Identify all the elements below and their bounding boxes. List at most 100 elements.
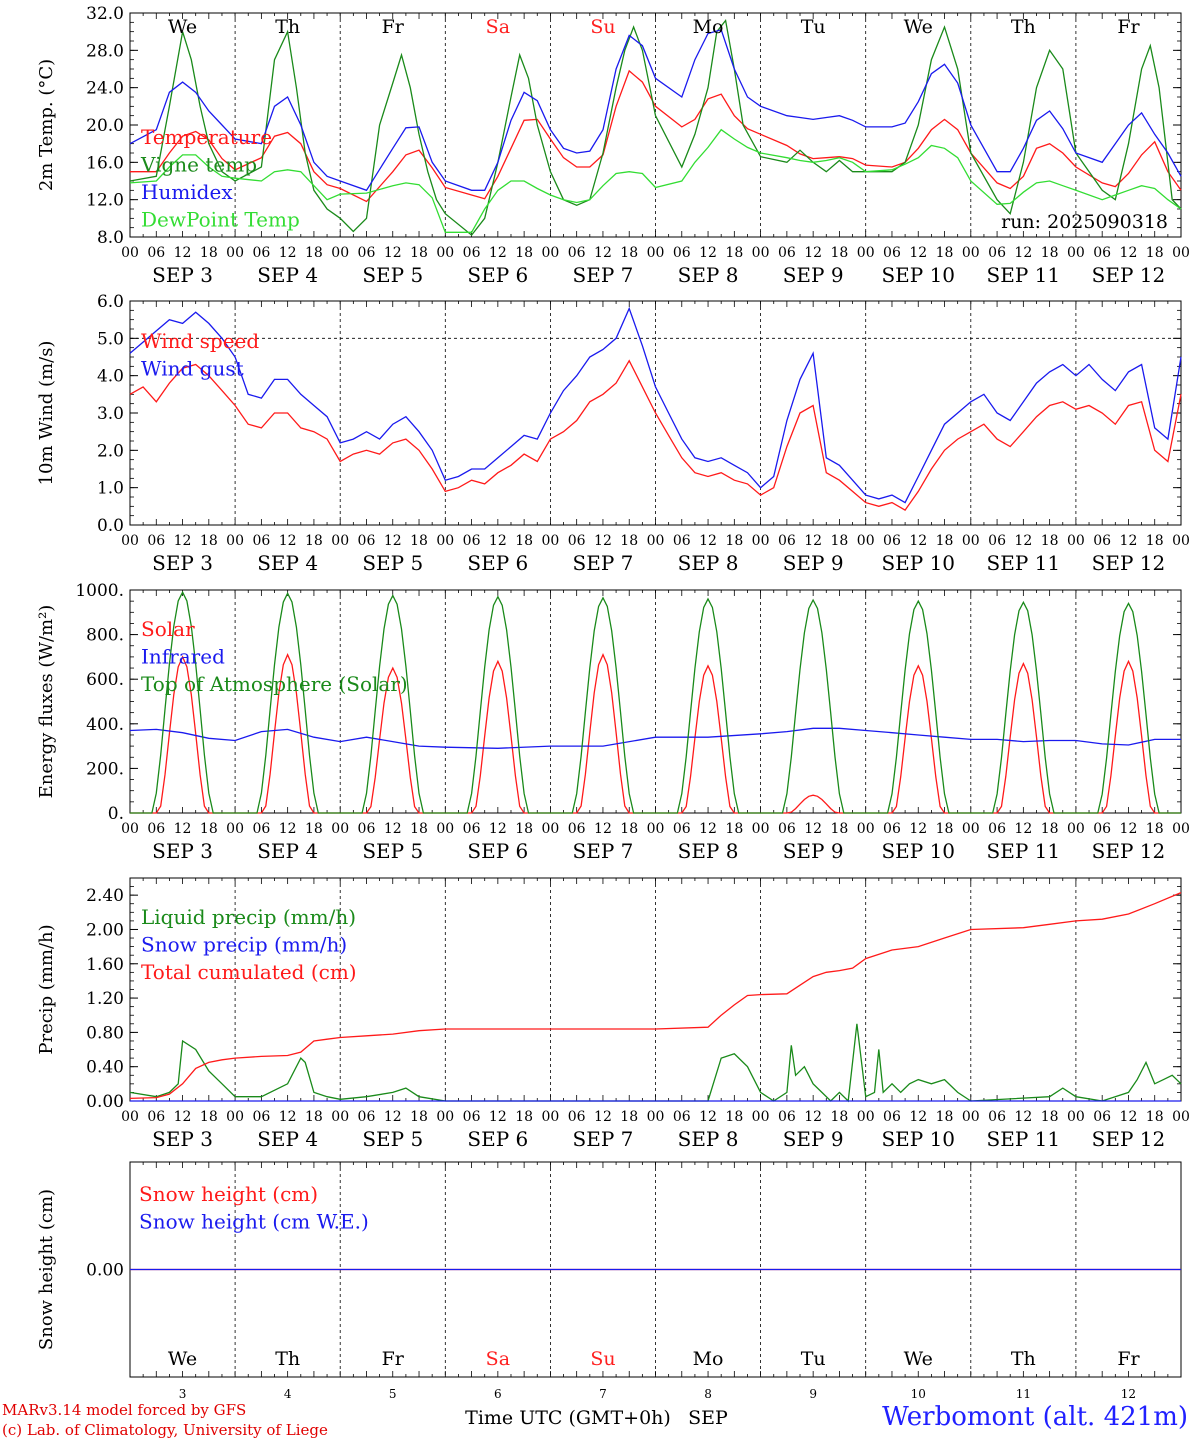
- hour-label: 12: [279, 245, 297, 261]
- day-number-label: 12: [1121, 1387, 1136, 1401]
- series-line-top-of-atmosphere-solar: [130, 590, 1181, 814]
- x-axis-title: Time UTC (GMT+0h): [465, 1407, 671, 1429]
- day-name-label: Mo: [693, 16, 724, 38]
- hour-label: 12: [594, 245, 612, 261]
- legend-entry: Humidex: [141, 180, 233, 204]
- hour-label: 18: [1041, 1109, 1059, 1125]
- day-name-label: Sa: [486, 1348, 510, 1370]
- hour-label: 06: [883, 533, 901, 549]
- date-label: SEP 9: [783, 551, 844, 575]
- hour-label: 06: [568, 533, 586, 549]
- hour-label: 18: [305, 533, 323, 549]
- hour-label: 00: [331, 1109, 349, 1125]
- hour-label: 18: [410, 533, 428, 549]
- hour-label: 06: [673, 1109, 691, 1125]
- date-label: SEP 7: [573, 839, 634, 863]
- hour-label: 06: [252, 245, 270, 261]
- credit-model: MARv3.14 model forced by GFS: [2, 1401, 247, 1419]
- hour-label: 06: [358, 245, 376, 261]
- day-name-label: Th: [1011, 16, 1036, 38]
- hour-label: 06: [568, 1109, 586, 1125]
- hour-label: 06: [463, 821, 481, 837]
- date-label: SEP 6: [467, 551, 528, 575]
- hour-label: 00: [226, 1109, 244, 1125]
- day-name-label: Fr: [382, 16, 405, 38]
- day-name-label: Fr: [382, 1348, 405, 1370]
- hour-label: 06: [568, 821, 586, 837]
- series-line-wind-gust: [129, 306, 1182, 504]
- date-label: SEP 7: [573, 1127, 634, 1151]
- date-label: SEP 8: [678, 839, 739, 863]
- hour-label: 18: [1041, 821, 1059, 837]
- hour-label: 12: [594, 821, 612, 837]
- hour-label: 12: [1014, 821, 1032, 837]
- hour-label: 12: [174, 821, 192, 837]
- y-tick-label: 4.0: [97, 367, 124, 387]
- date-label: SEP 12: [1092, 839, 1166, 863]
- hour-label: 12: [804, 245, 822, 261]
- y-tick-label: 400.: [86, 715, 124, 735]
- series-line-humidex: [129, 29, 1182, 192]
- hour-label: 06: [358, 1109, 376, 1125]
- y-tick-label: 8.0: [97, 228, 124, 248]
- series-line-temperature: [130, 69, 1182, 203]
- hour-label: 00: [962, 821, 980, 837]
- plot-frame-3: [129, 589, 1182, 814]
- series-line-total-cumulated-cm: [129, 892, 1182, 1100]
- hour-label: 00: [752, 1109, 770, 1125]
- hour-label: 00: [857, 533, 875, 549]
- y-tick-label: 24.0: [86, 79, 124, 99]
- hour-label: 06: [988, 1109, 1006, 1125]
- credit-lab: (c) Lab. of Climatology, University of L…: [2, 1421, 328, 1439]
- hour-label: 18: [620, 245, 638, 261]
- hour-label: 00: [226, 821, 244, 837]
- y-tick-label: 16.0: [86, 153, 124, 173]
- legend-entry: Snow height (cm W.E.): [139, 1210, 369, 1234]
- series-line-dewpoint-temp: [129, 128, 1182, 233]
- y-tick-label: 0.0: [97, 516, 124, 536]
- hour-label: 18: [1146, 533, 1164, 549]
- hour-label: 00: [962, 1109, 980, 1125]
- hour-label: 12: [804, 533, 822, 549]
- hour-label: 12: [279, 821, 297, 837]
- y-tick-label: 0.00: [86, 1092, 124, 1112]
- date-label: SEP 11: [987, 839, 1061, 863]
- hour-label: 00: [331, 245, 349, 261]
- hour-label: 06: [252, 1109, 270, 1125]
- hour-label: 18: [620, 1109, 638, 1125]
- hour-label: 18: [936, 1109, 954, 1125]
- hour-label: 12: [594, 533, 612, 549]
- y-tick-label: 28.0: [86, 41, 124, 61]
- hour-label: 00: [857, 1109, 875, 1125]
- hour-label: 00: [1067, 533, 1085, 549]
- hour-label: 18: [831, 1109, 849, 1125]
- y-tick-label: 6.0: [97, 292, 124, 312]
- hour-label: 12: [489, 1109, 507, 1125]
- hour-label: 18: [725, 1109, 743, 1125]
- hour-label: 12: [804, 821, 822, 837]
- hour-label: 00: [647, 245, 665, 261]
- day-number-label: 9: [809, 1387, 817, 1401]
- hour-label: 12: [699, 821, 717, 837]
- day-name-label: We: [904, 16, 933, 38]
- hour-label: 06: [568, 245, 586, 261]
- hour-label: 12: [1014, 533, 1032, 549]
- hour-label: 06: [1093, 245, 1111, 261]
- hour-label: 12: [1120, 1109, 1138, 1125]
- hour-label: 06: [1093, 533, 1111, 549]
- day-name-label: Fr: [1117, 16, 1140, 38]
- date-label: SEP 11: [987, 1127, 1061, 1151]
- day-number-label: 7: [599, 1387, 607, 1401]
- date-label: SEP 3: [152, 263, 213, 287]
- day-name-label: We: [168, 16, 197, 38]
- hour-label: 12: [1120, 821, 1138, 837]
- y-tick-label: 600.: [86, 670, 124, 690]
- legend-entry: Snow height (cm): [139, 1182, 318, 1206]
- hour-label: 12: [699, 533, 717, 549]
- hour-label: 00: [541, 245, 559, 261]
- hour-label: 00: [541, 533, 559, 549]
- station-title: Werbomont (alt. 421m): [882, 1402, 1188, 1432]
- legend-entry: Wind speed: [141, 329, 259, 353]
- hour-label: 18: [410, 1109, 428, 1125]
- hour-label: 06: [883, 821, 901, 837]
